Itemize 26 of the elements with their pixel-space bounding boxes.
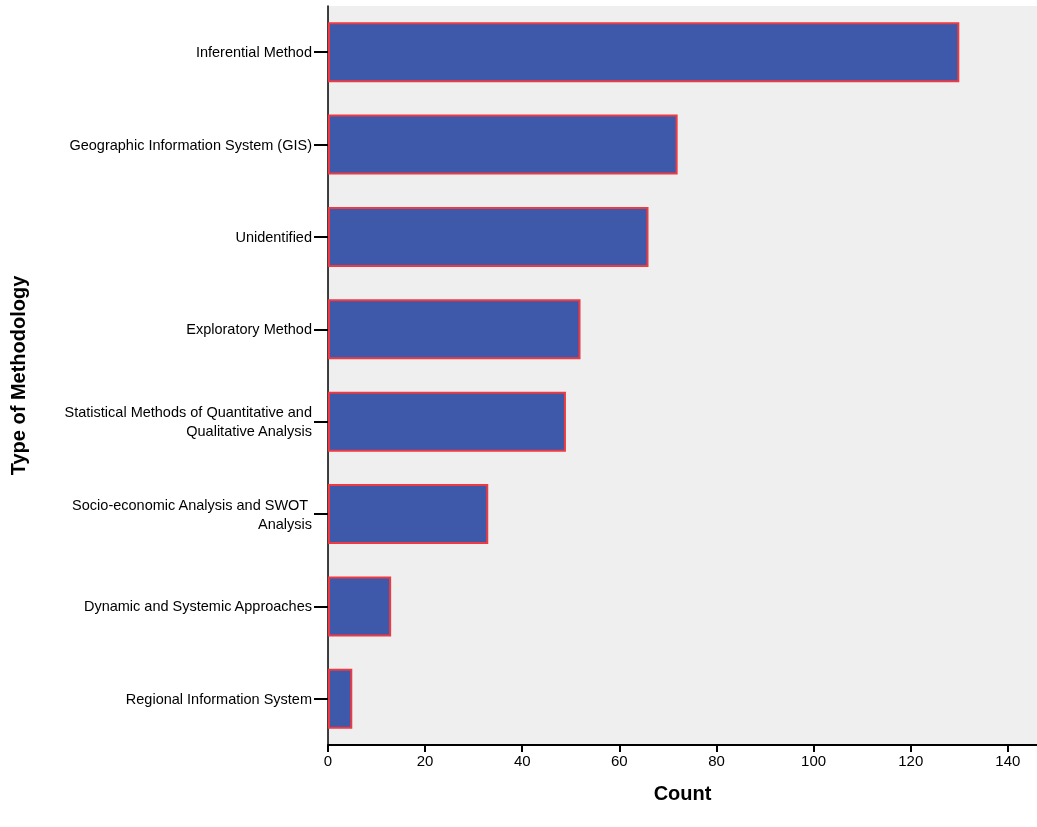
y-tick-label: Unidentified — [235, 228, 312, 245]
y-tick-label: Inferential Method — [195, 44, 312, 61]
x-tick-label: 40 — [513, 752, 531, 769]
bar — [328, 299, 581, 360]
bar — [328, 668, 353, 729]
bar — [328, 391, 566, 452]
bar — [328, 576, 392, 637]
bar — [328, 22, 960, 83]
x-tick-label: 0 — [323, 752, 333, 769]
y-tick-label: Dynamic and Systemic Approaches — [83, 598, 312, 615]
y-tick-label: Geographic Information System (GIS) — [69, 136, 312, 153]
x-tick-label: 100 — [801, 752, 827, 769]
y-tick-label: Exploratory Method — [186, 321, 312, 338]
x-tick-label: 80 — [708, 752, 725, 769]
bar — [328, 484, 489, 545]
y-tick-label: Regional Information System — [125, 690, 312, 707]
x-tick-label: 140 — [995, 752, 1021, 769]
y-tick-label: Socio-economic Analysis and SWOT Analysis — [72, 496, 312, 532]
y-axis-title: Type of Methodology — [7, 274, 29, 476]
bar — [328, 206, 649, 267]
x-tick-label: 120 — [898, 752, 924, 769]
x-tick-label: 20 — [416, 752, 434, 769]
bar — [328, 114, 678, 175]
x-tick-label: 60 — [611, 752, 628, 769]
y-tick-label: Statistical Methods of Quantitative and Qualitative Analysis — [64, 404, 312, 440]
x-axis-title: Count — [653, 782, 712, 804]
